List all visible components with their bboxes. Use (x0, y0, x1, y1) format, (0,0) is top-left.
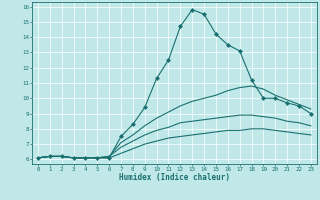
X-axis label: Humidex (Indice chaleur): Humidex (Indice chaleur) (119, 173, 230, 182)
